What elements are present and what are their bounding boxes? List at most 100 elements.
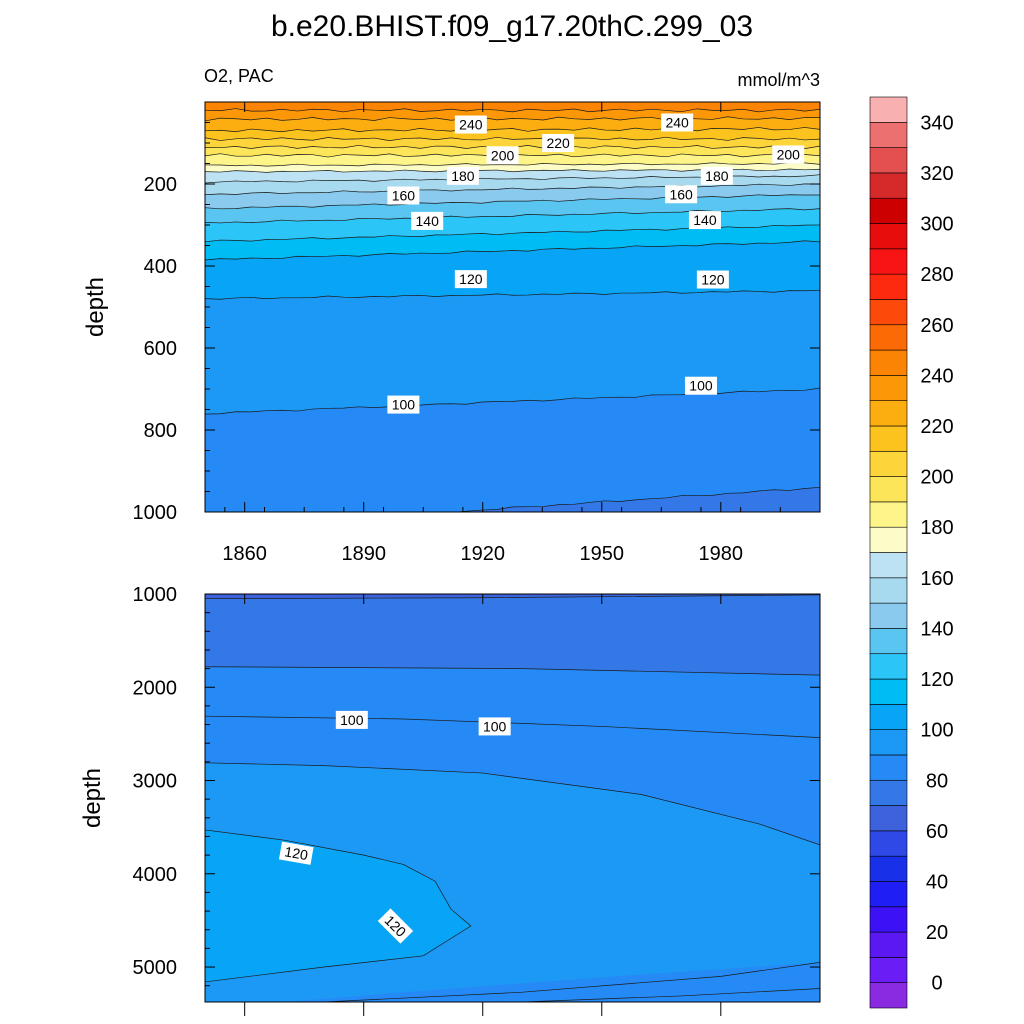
upper-contour-label-text: 160 — [392, 187, 416, 203]
colorbar-box — [869, 248, 908, 275]
colorbar: 0 20 40 60 80 100 120 140 160 180 200 220 240 260 280 3… — [869, 96, 954, 1009]
lower-plot-frame — [204, 593, 821, 1003]
upper-contour-label: 240 — [454, 115, 487, 134]
upper-contour-label-bg — [387, 186, 420, 205]
colorbar-tick-label: 40 — [926, 871, 948, 893]
colorbar-box — [869, 501, 908, 528]
colorbar-box — [869, 324, 908, 351]
lower-contour-lines — [205, 594, 820, 1002]
upper-y-axis-label: depth — [82, 277, 109, 337]
colorbar-box — [869, 375, 908, 401]
upper-contour-label-bg — [454, 115, 487, 134]
upper-contour-110 — [205, 290, 820, 300]
upper-contour-160 — [205, 183, 820, 196]
upper-contour-label-bg — [700, 166, 733, 185]
upper-contour-label: 160 — [387, 186, 420, 205]
colorbar-box — [869, 223, 908, 250]
lower-contour-label-bg — [278, 841, 314, 865]
upper-contour-label-bg — [665, 185, 698, 204]
upper-contour-label-bg — [486, 146, 519, 165]
upper-right-label: mmol/m^3 — [738, 70, 820, 90]
upper-contour-label: 220 — [542, 134, 575, 152]
upper-contour-240 — [205, 116, 820, 122]
colorbar-box — [869, 704, 908, 730]
upper-contour-150 — [205, 194, 820, 210]
colorbar-box — [869, 96, 908, 123]
colorbar-box — [869, 906, 908, 933]
upper-contour-label-bg — [696, 270, 729, 289]
upper-y-tick-label: 400 — [144, 256, 177, 278]
upper-contour-label: 240 — [661, 113, 694, 132]
upper-contour-label-bg — [661, 113, 694, 132]
lower-contour-line — [324, 962, 820, 1002]
upper-filled-contours — [205, 102, 820, 512]
upper-band-90 — [205, 487, 820, 512]
colorbar-box — [869, 450, 908, 477]
upper-contour-90 — [432, 486, 820, 512]
upper-contour-100 — [205, 387, 820, 415]
upper-contour-label: 200 — [486, 146, 519, 165]
upper-x-tick-label: 1980 — [699, 543, 744, 565]
colorbar-box — [869, 779, 908, 806]
upper-panel: O2, PAC mmol/m^3 240 240 220 200 200 180 180 16… — [82, 66, 821, 565]
upper-contour-label-text: 200 — [777, 146, 801, 162]
upper-contour-label-bg — [411, 211, 444, 230]
upper-contour-label: 200 — [772, 145, 805, 164]
lower-filled-contours — [205, 594, 820, 1002]
colorbar-box — [869, 653, 908, 680]
colorbar-tick-label: 200 — [920, 467, 953, 489]
upper-contour-120 — [205, 240, 820, 261]
lower-band-100-right — [641, 967, 820, 996]
colorbar-box — [869, 931, 908, 958]
upper-contour-label-text: 120 — [701, 272, 725, 288]
upper-contour-label: 120 — [696, 270, 729, 289]
lower-y-tick-label: 3000 — [133, 771, 178, 793]
colorbar-tick-label: 220 — [920, 416, 953, 438]
upper-contour-label-text: 200 — [491, 147, 515, 163]
lower-contour-label-bg — [478, 717, 511, 736]
colorbar-box — [869, 552, 908, 579]
colorbar-tick-label: 100 — [920, 720, 953, 742]
lower-axis-ticks: 1000 2000 3000 4000 5000 — [133, 584, 820, 1016]
upper-contour-label-bg — [542, 134, 575, 152]
upper-contour-250 — [205, 108, 820, 113]
upper-band-100 — [205, 387, 820, 512]
colorbar-box — [869, 577, 908, 604]
colorbar-box — [869, 400, 908, 427]
lower-y-tick-label: 4000 — [133, 864, 178, 886]
lower-y-tick-label: 2000 — [133, 677, 178, 699]
upper-contour-label-text: 100 — [392, 397, 416, 413]
upper-contour-label-bg — [688, 211, 721, 230]
upper-y-tick-label: 800 — [144, 420, 177, 442]
upper-x-tick-label: 1860 — [222, 543, 267, 565]
upper-left-label: O2, PAC — [204, 66, 274, 86]
upper-x-tick-label: 1950 — [580, 543, 625, 565]
colorbar-tick-label: 160 — [920, 568, 953, 590]
lower-contour-label: 100 — [478, 717, 511, 736]
upper-contour-label: 140 — [411, 211, 444, 230]
upper-contour-label: 180 — [700, 166, 733, 185]
colorbar-tick-label: 260 — [920, 315, 953, 337]
lower-contour-line — [522, 988, 820, 1002]
colorbar-tick-label: 80 — [926, 770, 948, 792]
upper-contour-label-bg — [446, 166, 479, 185]
upper-contour-label-text: 140 — [693, 212, 717, 228]
upper-contour-label-text: 240 — [665, 115, 689, 131]
upper-contour-label-bg — [772, 145, 805, 164]
lower-contour-label: 120 — [278, 841, 314, 865]
upper-contour-label-bg — [684, 376, 717, 395]
colorbar-box — [869, 602, 908, 629]
colorbar-tick-label: 0 — [931, 973, 942, 995]
lower-contour-line — [205, 829, 472, 983]
colorbar-box — [869, 526, 908, 553]
colorbar-box — [869, 425, 908, 452]
upper-contour-label-text: 100 — [689, 378, 713, 394]
upper-contour-230 — [205, 127, 820, 133]
upper-contour-label-text: 220 — [546, 135, 570, 151]
colorbar-tick-label: 180 — [920, 517, 953, 539]
upper-contour-label-text: 180 — [451, 168, 475, 184]
colorbar-tick-label: 280 — [920, 264, 953, 286]
lower-band-120 — [205, 829, 471, 982]
lower-contour-label-bg — [377, 908, 414, 944]
